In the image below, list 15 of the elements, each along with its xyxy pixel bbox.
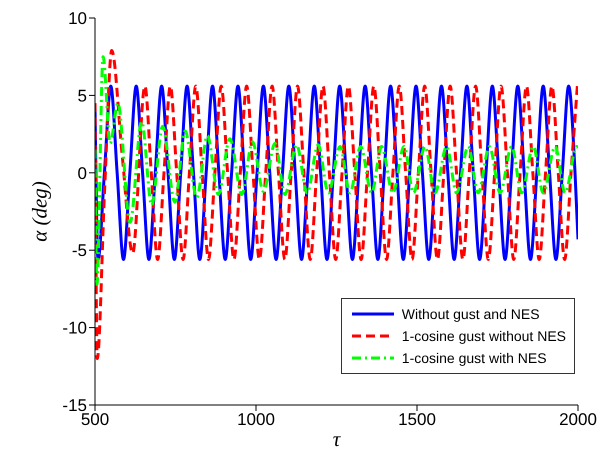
x-tick-label: 1000: [237, 410, 275, 430]
x-tick-label: 2000: [559, 410, 597, 430]
legend-label: Without gust and NES: [402, 306, 540, 322]
x-tick-label: 500: [80, 410, 110, 430]
x-tick-label: 1500: [398, 410, 436, 430]
legend-label: 1-cosine gust without NES: [402, 328, 566, 344]
line-series: [95, 55, 578, 286]
y-tick-label: -10: [62, 318, 87, 338]
y-tick-label: 0: [78, 164, 87, 183]
y-tick-label: 5: [78, 86, 87, 106]
y-tick-label: -5: [72, 241, 87, 260]
legend-label: 1-cosine gust with NES: [402, 350, 547, 366]
y-tick-label: 10: [68, 9, 87, 28]
y-axis-title: α (deg): [27, 181, 52, 242]
x-axis-title: τ: [332, 427, 342, 451]
